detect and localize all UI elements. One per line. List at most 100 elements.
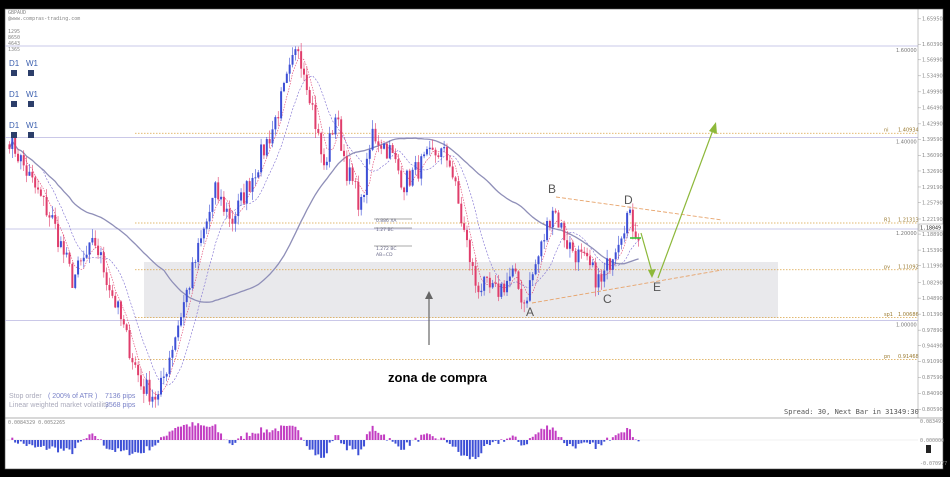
candle-body — [280, 91, 283, 119]
candle-body — [45, 196, 48, 216]
oscillator-histogram — [11, 422, 640, 460]
indicator-value-2: 4643 — [8, 41, 20, 47]
candle-body — [603, 270, 606, 282]
volatility-label: Linear weighted market volatility — [9, 402, 109, 409]
candle-body — [94, 237, 97, 246]
candle-body — [591, 262, 594, 266]
candle-body — [285, 73, 288, 83]
candle-body — [548, 220, 551, 228]
candle-body — [191, 262, 194, 289]
candle-body — [451, 166, 454, 178]
scroll-square-icon[interactable] — [926, 445, 931, 453]
candle-body — [417, 162, 420, 179]
candle-body — [68, 252, 71, 264]
current-price: 1.18049 — [920, 226, 941, 232]
candle-body — [374, 128, 377, 142]
candle-body — [626, 212, 629, 234]
candle-body — [460, 203, 463, 224]
badge-w1-0[interactable]: W1 — [26, 59, 39, 68]
candle-body — [65, 252, 68, 255]
candle-body — [566, 240, 569, 249]
axis-tick-label: 1.42990 — [922, 122, 943, 128]
candle-body — [577, 249, 580, 263]
candle-body — [308, 90, 311, 104]
candle-body — [491, 283, 494, 288]
axis-tick-label: 0.87590 — [922, 375, 943, 381]
axis-tick-label: 1.08290 — [922, 280, 943, 286]
axis-tick-label: 0.80590 — [922, 407, 943, 413]
badge-d1-1[interactable]: D1 — [9, 90, 20, 99]
badge-w1-2[interactable]: W1 — [26, 121, 39, 130]
projection-up-line — [657, 129, 714, 279]
candle-body — [328, 133, 331, 162]
candle-body — [471, 262, 474, 266]
badge-d1-0[interactable]: D1 — [9, 59, 20, 68]
candle-body — [457, 181, 460, 204]
badge-d1-2[interactable]: D1 — [9, 121, 20, 130]
candle-body — [546, 220, 549, 241]
candle-body — [403, 187, 406, 193]
candle-body — [445, 147, 448, 161]
candle-body — [148, 379, 151, 402]
candle-body — [208, 211, 211, 222]
candle-body — [405, 170, 408, 193]
candle-body — [254, 177, 257, 179]
candle-body — [142, 386, 145, 394]
candle-body — [537, 256, 540, 265]
osc-axis-bottom: -0.070977 — [920, 461, 947, 467]
candle-body — [380, 145, 383, 149]
candle-body — [463, 223, 466, 230]
candle-body — [486, 276, 489, 278]
round-level-label: 1.00000 — [896, 323, 917, 329]
candle-body — [494, 283, 497, 285]
candle-body — [594, 262, 597, 288]
candle-body — [282, 82, 285, 92]
candle-body — [274, 117, 277, 130]
candle-body — [400, 170, 403, 188]
candle-body — [477, 285, 480, 293]
round-level-label: 1.20000 — [896, 231, 917, 237]
candle-body — [137, 364, 140, 376]
oscillator-label: 0.0084329 0.0052265 — [8, 420, 65, 426]
candle-body — [443, 147, 446, 149]
candle-body — [17, 153, 20, 162]
candle-body — [168, 357, 171, 374]
candle-body — [119, 301, 122, 320]
candle-body — [271, 129, 274, 144]
candle-body — [503, 283, 506, 293]
price-level-name: R1 — [884, 218, 891, 224]
candle-body — [128, 330, 131, 359]
candle-body — [320, 132, 323, 155]
candle-body — [551, 210, 554, 228]
candle-body — [202, 228, 205, 239]
candle-body — [122, 319, 125, 325]
candle-body — [25, 165, 28, 176]
candle-body — [82, 257, 85, 262]
candle-body — [245, 181, 248, 204]
candle-body — [22, 155, 25, 166]
axis-tick-label: 1.56990 — [922, 58, 943, 64]
candle-body — [600, 274, 603, 282]
axis-tick-label: 1.22190 — [922, 217, 943, 223]
candle-body — [420, 156, 423, 179]
candle-body — [305, 74, 308, 91]
axis-tick-label: 1.01390 — [922, 312, 943, 318]
candle-body — [154, 396, 157, 400]
candle-body — [71, 263, 74, 288]
fib-label-1: 1.27 BC — [376, 227, 394, 233]
badge-square-icon — [11, 132, 17, 138]
candle-body — [234, 216, 237, 224]
candle-body — [480, 290, 483, 293]
candle-body — [431, 147, 434, 150]
candle-body — [117, 301, 120, 308]
candle-body — [534, 264, 537, 275]
candle-body — [125, 324, 128, 331]
candle-body — [174, 337, 177, 350]
candle-body — [222, 196, 225, 212]
badge-w1-1[interactable]: W1 — [26, 90, 39, 99]
axis-tick-label: 1.18890 — [922, 232, 943, 238]
candle-body — [294, 49, 297, 55]
candle-body — [54, 215, 57, 224]
candle-body — [194, 261, 197, 263]
